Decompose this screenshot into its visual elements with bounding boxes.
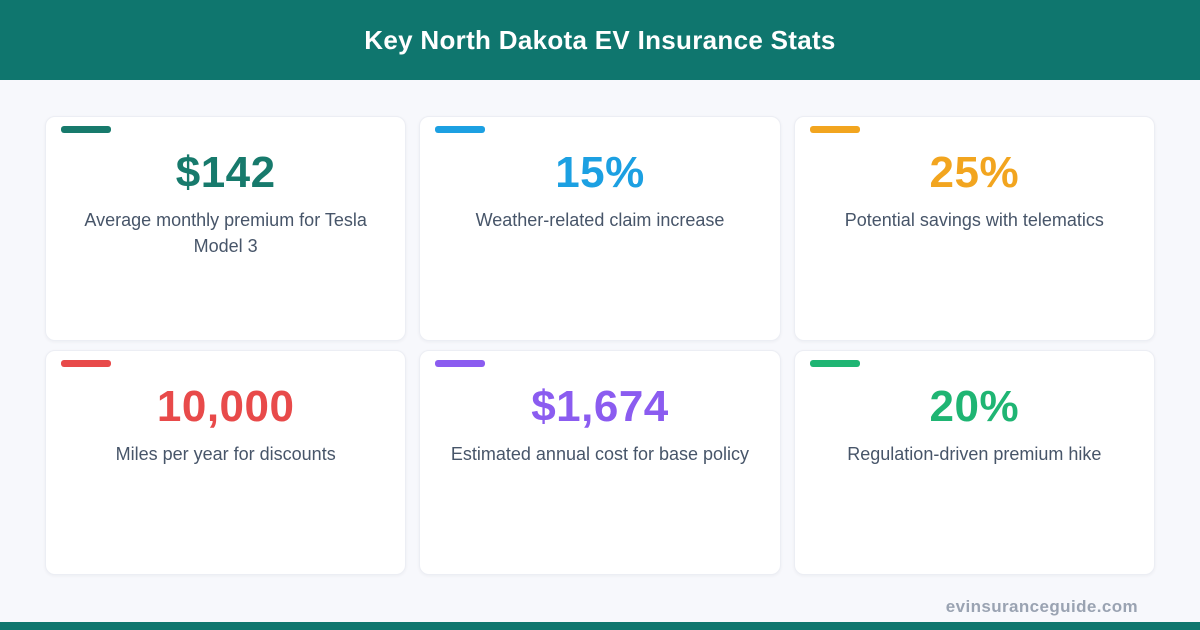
stat-label: Weather-related claim increase	[475, 210, 725, 231]
stat-label: Estimated annual cost for base policy	[450, 444, 750, 465]
stat-card-regulation-hike: 20% Regulation-driven premium hike	[793, 350, 1155, 575]
stat-value: $142	[175, 148, 276, 197]
page-title: Key North Dakota EV Insurance Stats	[364, 24, 836, 55]
accent-bar	[435, 126, 486, 133]
website-credit: evinsuranceguide.com	[945, 597, 1138, 616]
stat-value: $1,674	[531, 382, 669, 431]
stat-card-telematics-savings: 25% Potential savings with telematics	[793, 116, 1155, 341]
header-banner: Key North Dakota EV Insurance Stats	[0, 0, 1200, 80]
stat-card-monthly-premium: $142 Average monthly premium for Tesla M…	[45, 116, 407, 341]
stat-card-mileage-discount: 10,000 Miles per year for discounts	[45, 350, 407, 575]
accent-bar	[435, 360, 486, 367]
bottom-accent-bar	[0, 622, 1200, 630]
stat-label: Potential savings with telematics	[844, 210, 1104, 231]
stat-value: 20%	[929, 382, 1020, 431]
accent-bar	[61, 126, 111, 133]
stat-card-weather-claims: 15% Weather-related claim increase	[419, 116, 781, 341]
accent-bar	[809, 360, 860, 367]
stat-value: 10,000	[156, 382, 295, 431]
stat-label: Average monthly premium for Tesla Model …	[84, 210, 367, 257]
stats-grid: $142 Average monthly premium for Tesla M…	[45, 116, 1155, 575]
footer: evinsuranceguide.com	[0, 575, 1200, 630]
stat-card-annual-cost: $1,674 Estimated annual cost for base po…	[419, 350, 781, 575]
accent-bar	[809, 126, 860, 133]
stat-label: Regulation-driven premium hike	[847, 444, 1102, 465]
stat-value: 15%	[555, 148, 645, 197]
stat-value: 25%	[929, 148, 1020, 197]
accent-bar	[61, 360, 111, 367]
stat-label: Miles per year for discounts	[115, 444, 336, 465]
